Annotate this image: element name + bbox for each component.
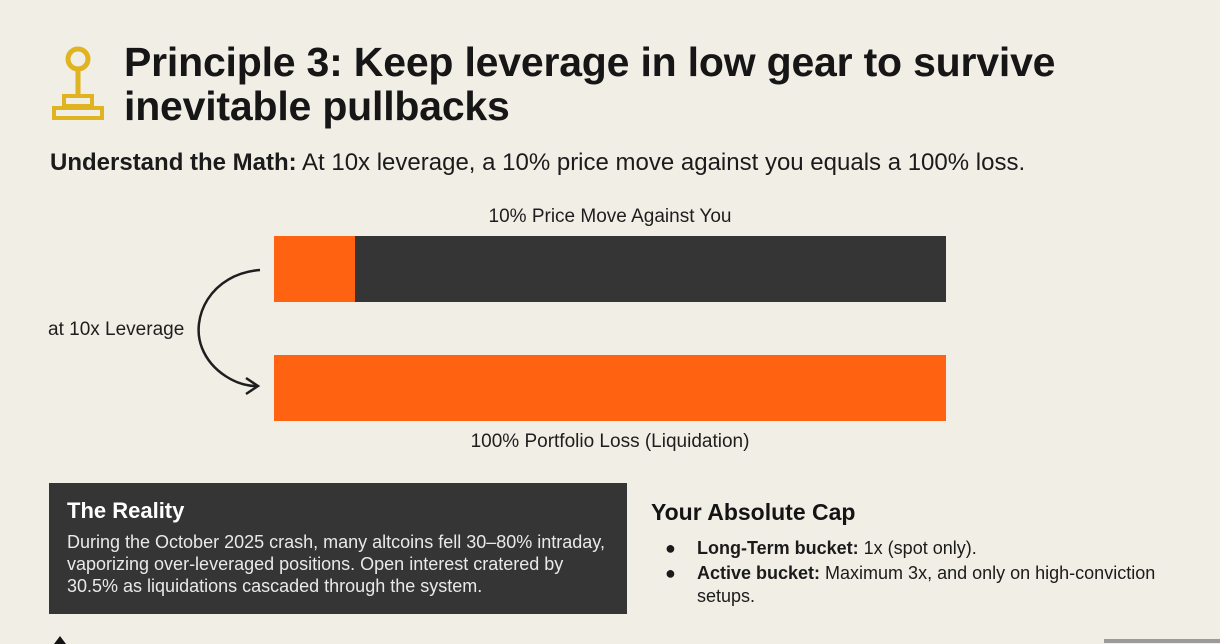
math-statement: Understand the Math: At 10x leverage, a … xyxy=(50,148,1190,178)
price-move-bar xyxy=(274,236,946,302)
cap-bullet-active: ● Active bucket: Maximum 3x, and only on… xyxy=(651,562,1171,608)
bullet-icon: ● xyxy=(665,538,676,558)
reality-box: The Reality During the October 2025 cras… xyxy=(49,483,627,614)
math-text: At 10x leverage, a 10% price move agains… xyxy=(296,149,1026,176)
portfolio-loss-label: 100% Portfolio Loss (Liquidation) xyxy=(470,431,750,452)
page-title: Principle 3: Keep leverage in low gear t… xyxy=(124,39,1056,129)
cap-title: Your Absolute Cap xyxy=(651,499,856,525)
cap-bullet-label: Active bucket: xyxy=(697,563,821,583)
price-move-label: 10% Price Move Against You xyxy=(488,206,732,227)
reality-body: During the October 2025 crash, many altc… xyxy=(67,532,605,596)
cap-bullet-text: Maximum 3x, and only on high-conviction … xyxy=(697,563,1156,606)
curved-arrow-icon xyxy=(197,268,261,396)
leverage-label: at 10x Leverage xyxy=(48,319,185,340)
price-move-fill xyxy=(274,236,355,302)
cap-bullet-text: 1x (spot only). xyxy=(858,538,977,558)
bullet-icon: ● xyxy=(665,563,676,583)
cap-bullet-label: Long-Term bucket: xyxy=(697,538,859,558)
absolute-cap-section: Your Absolute Cap ● Long-Term bucket: 1x… xyxy=(651,497,1171,610)
cap-list: ● Long-Term bucket: 1x (spot only). ● Ac… xyxy=(651,537,1171,608)
portfolio-loss-bar xyxy=(274,355,946,421)
scroll-indicator xyxy=(1104,639,1220,643)
reality-title: The Reality xyxy=(67,498,185,523)
decorative-caret-icon xyxy=(54,636,66,644)
joystick-gear-icon xyxy=(52,46,104,120)
math-label: Understand the Math: xyxy=(50,149,297,176)
cap-bullet-long-term: ● Long-Term bucket: 1x (spot only). xyxy=(651,537,1171,560)
